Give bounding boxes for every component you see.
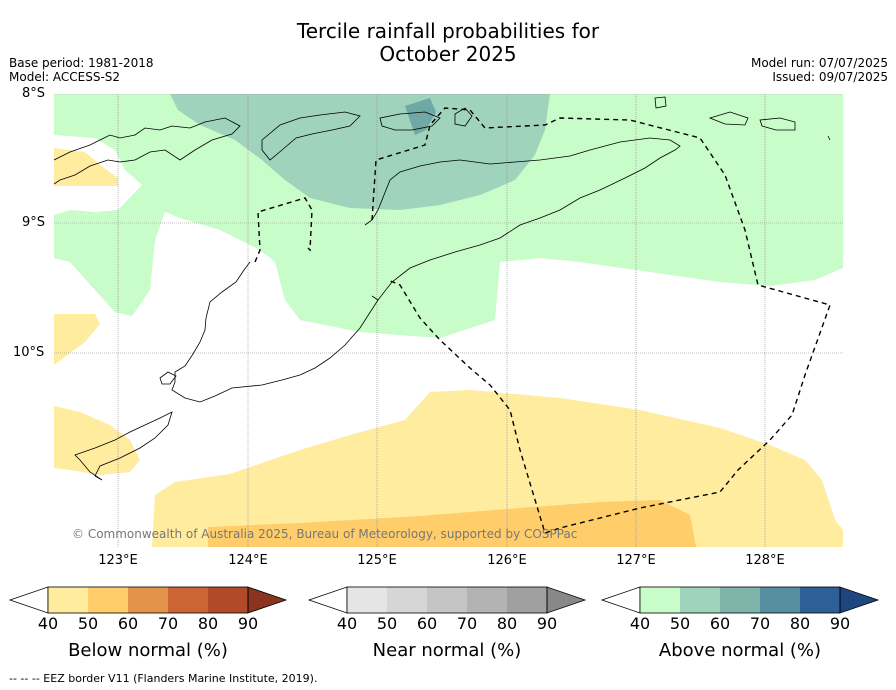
northern-islands-coast [54, 117, 241, 185]
alor-coast [261, 111, 361, 161]
lat-label-8s: 8°S [22, 86, 46, 101]
above-normal-colorbar-segment [680, 587, 720, 613]
above-normal-colorbar-tick: 80 [789, 614, 811, 633]
below-normal-colorbar-tick: 80 [197, 614, 219, 633]
below-normal-colorbar-tick: 70 [157, 614, 179, 633]
above-normal-colorbar-tick: 50 [669, 614, 691, 633]
base-period: Base period: 1981-2018 [9, 56, 154, 70]
below-normal-colorbar-tick: 90 [237, 614, 259, 633]
below-normal-colorbar-segment [208, 587, 248, 613]
rote-coast [74, 411, 173, 481]
timor-coast [171, 137, 681, 403]
above-normal-50-region [54, 94, 843, 338]
title-line-2: October 2025 [379, 42, 517, 66]
eez-border [254, 107, 831, 534]
below-normal-colorbar-segment [48, 587, 88, 613]
below-normal-colorbar-min-extend [8, 586, 49, 614]
semau-coast [159, 371, 177, 385]
small-island-4 [827, 135, 831, 141]
lat-label-10s: 10°S [13, 345, 45, 360]
metadata-right: Model run: 07/07/2025 Issued: 09/07/2025 [751, 56, 888, 84]
coastlines [54, 96, 831, 481]
graticule [54, 94, 843, 547]
above-normal-colorbar-tick: 90 [829, 614, 851, 633]
below-normal-colorbar-segment [88, 587, 128, 613]
below-normal-colorbar-segment [168, 587, 208, 613]
timor-south-coast [371, 295, 379, 301]
below-normal-label: Below normal (%) [68, 640, 228, 661]
above-normal-colorbar-min-extend [600, 586, 641, 614]
near-normal-colorbar-tick: 50 [376, 614, 398, 633]
lon-label-128e: 128°E [745, 553, 785, 568]
near-normal-colorbar-tick: 80 [496, 614, 518, 633]
below-normal-colorbar-max-extend [247, 586, 288, 614]
near-normal-colorbar-min-extend [307, 586, 348, 614]
near-normal-colorbar-tick: 90 [536, 614, 558, 633]
map-title: Tercile rainfall probabilities for Octob… [0, 20, 896, 66]
above-normal-colorbar-segment [760, 587, 800, 613]
near-normal-colorbar-tick: 60 [416, 614, 438, 633]
near-normal-colorbar-segment [387, 587, 427, 613]
copyright-notice: © Commonwealth of Australia 2025, Bureau… [72, 527, 578, 541]
below-normal-colorbar-tick: 50 [77, 614, 99, 633]
above-normal-colorbar-outline [639, 586, 841, 614]
colorbars [8, 586, 880, 614]
small-island-2 [708, 111, 749, 126]
above-normal-colorbar-segment [640, 587, 680, 613]
lon-label-123e: 123°E [98, 553, 138, 568]
lon-label-125e: 125°E [357, 553, 397, 568]
wetar-coast [379, 111, 441, 131]
near-normal-colorbar-segment [507, 587, 547, 613]
below-normal-colorbar-tick: 60 [117, 614, 139, 633]
near-normal-colorbar-segment [347, 587, 387, 613]
below-normal-50-patch-w [54, 314, 100, 365]
above-normal-colorbar-segment [800, 587, 840, 613]
below-normal-colorbar-outline [47, 586, 249, 614]
lat-label-9s: 9°S [22, 215, 46, 230]
near-normal-label: Near normal (%) [372, 640, 522, 661]
issued-date: Issued: 09/07/2025 [772, 70, 888, 84]
metadata-left: Base period: 1981-2018 Model: ACCESS-S2 [9, 56, 154, 84]
above-normal-colorbar-max-extend [839, 586, 880, 614]
small-island-3 [759, 117, 796, 131]
near-normal-colorbar-segment [427, 587, 467, 613]
model-run: Model run: 07/07/2025 [750, 56, 888, 70]
title-line-1: Tercile rainfall probabilities for [296, 19, 600, 43]
above-normal-colorbar-tick: 40 [629, 614, 651, 633]
below-normal-colorbar-tick: 40 [37, 614, 59, 633]
eez-legend: -- -- -- EEZ border V11 (Flanders Marine… [9, 672, 318, 685]
colorbar-ticks: 40 50 60 70 80 90 40 50 60 70 80 90 40 50 60 70 80 90 [0, 614, 896, 638]
lon-label-124e: 124°E [228, 553, 268, 568]
near-normal-colorbar-max-extend [546, 586, 587, 614]
below-normal-colorbar-segment [128, 587, 168, 613]
below-normal-50-patch-sw [54, 406, 140, 475]
above-normal-colorbar-tick: 60 [709, 614, 731, 633]
near-normal-colorbar-outline [346, 586, 548, 614]
above-normal-label: Above normal (%) [658, 640, 822, 661]
near-normal-colorbar-segment [467, 587, 507, 613]
small-island-1 [654, 96, 667, 109]
above-normal-colorbar-tick: 70 [749, 614, 771, 633]
model-name: Model: ACCESS-S2 [9, 70, 121, 84]
above-normal-colorbar-segment [720, 587, 760, 613]
above-normal-70-patch [405, 98, 436, 135]
near-normal-colorbar-tick: 70 [456, 614, 478, 633]
below-normal-60-region [208, 500, 696, 547]
near-normal-colorbar-tick: 40 [336, 614, 358, 633]
lon-label-127e: 127°E [616, 553, 656, 568]
lon-label-126e: 126°E [487, 553, 527, 568]
